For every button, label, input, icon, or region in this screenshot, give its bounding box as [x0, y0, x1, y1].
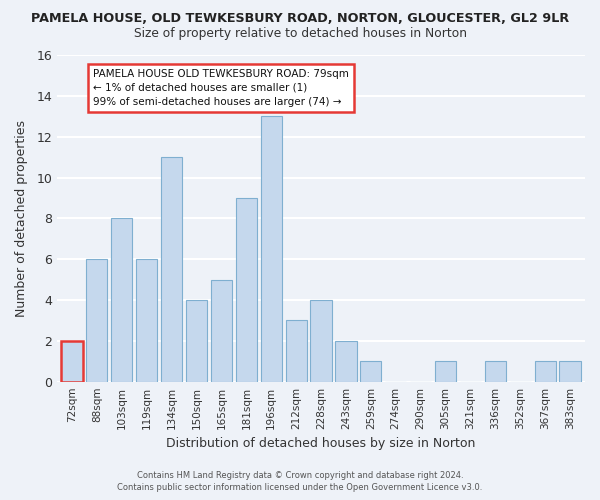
- Y-axis label: Number of detached properties: Number of detached properties: [15, 120, 28, 317]
- Bar: [360, 362, 382, 382]
- Bar: [111, 218, 133, 382]
- Bar: [186, 300, 207, 382]
- Bar: [335, 341, 356, 382]
- Bar: [535, 362, 556, 382]
- Text: Contains HM Land Registry data © Crown copyright and database right 2024.
Contai: Contains HM Land Registry data © Crown c…: [118, 471, 482, 492]
- X-axis label: Distribution of detached houses by size in Norton: Distribution of detached houses by size …: [166, 437, 476, 450]
- Bar: [310, 300, 332, 382]
- Bar: [559, 362, 581, 382]
- Bar: [485, 362, 506, 382]
- Bar: [211, 280, 232, 382]
- Bar: [260, 116, 282, 382]
- Bar: [435, 362, 456, 382]
- Bar: [161, 157, 182, 382]
- Text: Size of property relative to detached houses in Norton: Size of property relative to detached ho…: [133, 28, 467, 40]
- Bar: [86, 259, 107, 382]
- Text: PAMELA HOUSE, OLD TEWKESBURY ROAD, NORTON, GLOUCESTER, GL2 9LR: PAMELA HOUSE, OLD TEWKESBURY ROAD, NORTO…: [31, 12, 569, 26]
- Bar: [136, 259, 157, 382]
- Bar: [61, 341, 83, 382]
- Bar: [286, 320, 307, 382]
- Bar: [236, 198, 257, 382]
- Text: PAMELA HOUSE OLD TEWKESBURY ROAD: 79sqm
← 1% of detached houses are smaller (1)
: PAMELA HOUSE OLD TEWKESBURY ROAD: 79sqm …: [93, 69, 349, 107]
